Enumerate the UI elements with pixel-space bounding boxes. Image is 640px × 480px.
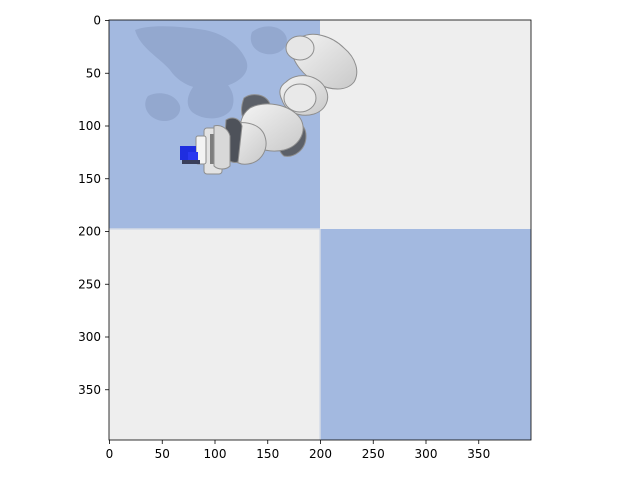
y-tick-label: 50: [86, 66, 101, 80]
x-tick-label: 350: [467, 447, 490, 461]
y-tick-label: 150: [78, 172, 101, 186]
x-tick-label: 200: [309, 447, 332, 461]
y-tick-label: 0: [93, 14, 101, 28]
y-tick-label: 300: [78, 330, 101, 344]
tile-seams: [109, 228, 321, 440]
blue-cube: [180, 146, 200, 164]
y-tick-label: 200: [78, 225, 101, 239]
x-tick-label: 150: [256, 447, 279, 461]
image-content: [109, 20, 531, 440]
y-axis: 0 50 100 150 200 250 300 350: [78, 14, 109, 397]
floor-tile-top-right: [320, 20, 531, 229]
x-axis: 0 50 100 150 200 250 300 350: [106, 440, 490, 461]
x-tick-label: 300: [415, 447, 438, 461]
robot-arm: [195, 33, 358, 175]
y-tick-label: 100: [78, 119, 101, 133]
floor-tile-bottom-left: [109, 229, 320, 440]
x-tick-label: 0: [106, 447, 114, 461]
x-tick-label: 50: [155, 447, 170, 461]
y-tick-label: 250: [78, 277, 101, 291]
y-tick-label: 350: [78, 383, 101, 397]
robot-shadow: [135, 26, 287, 122]
x-tick-label: 250: [362, 447, 385, 461]
axes-frame: [108, 19, 532, 441]
floor-tile-bottom-right: [320, 229, 531, 440]
x-tick-label: 100: [204, 447, 227, 461]
